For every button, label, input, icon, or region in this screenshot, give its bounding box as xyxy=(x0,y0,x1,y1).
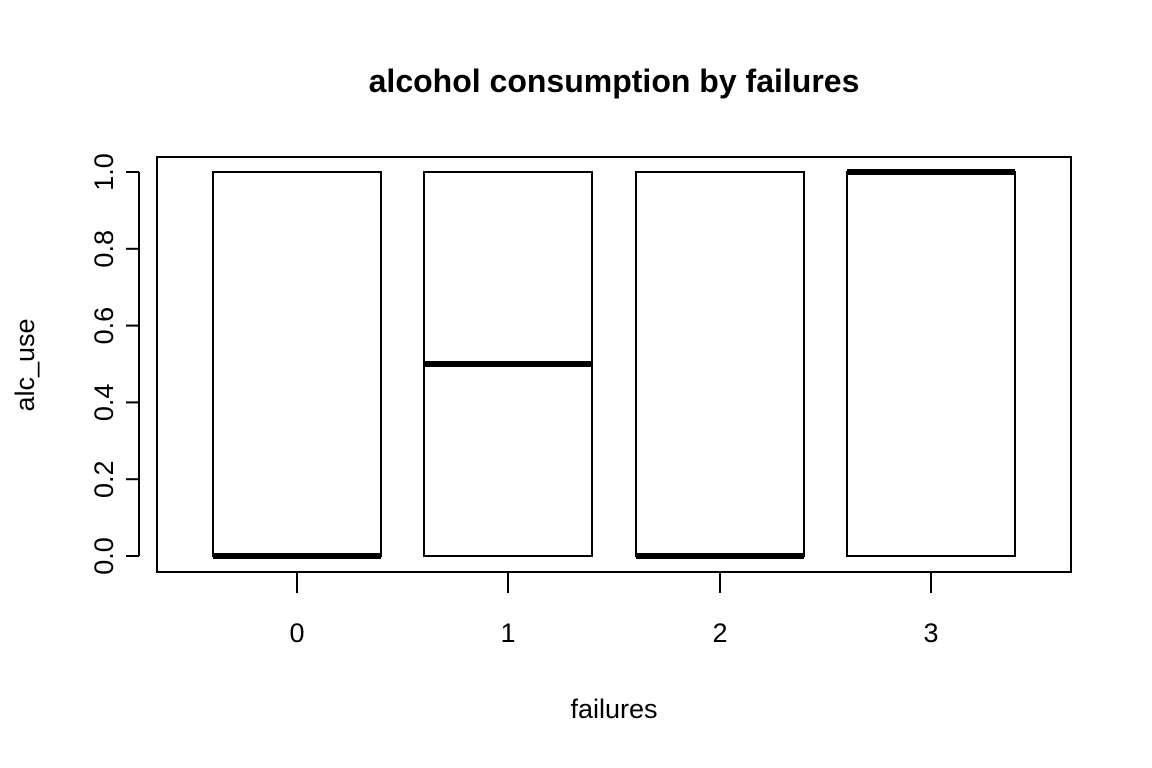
box-0 xyxy=(212,171,382,557)
plot-frame xyxy=(156,156,1072,573)
y-tick-label: 1.0 xyxy=(89,153,119,191)
x-axis-label: failures xyxy=(570,694,657,724)
boxes-layer xyxy=(212,169,1016,559)
y-tick-label: 0.6 xyxy=(89,307,119,345)
x-axis: 0 1 2 3 xyxy=(289,572,939,648)
y-tick-label: 0.2 xyxy=(89,460,119,498)
y-tick-label: 0.0 xyxy=(89,537,119,575)
box-3 xyxy=(846,171,1016,557)
y-axis: 0.0 0.2 0.4 0.6 0.8 1.0 xyxy=(89,153,140,575)
y-axis-label: alc_use xyxy=(10,318,40,411)
chart-title: alcohol consumption by failures xyxy=(369,63,860,99)
x-tick-label: 0 xyxy=(289,618,304,648)
x-tick-label: 3 xyxy=(923,618,938,648)
x-tick-label: 1 xyxy=(500,618,515,648)
y-tick-label: 0.4 xyxy=(89,384,119,422)
y-tick-label: 0.8 xyxy=(89,230,119,268)
box-2 xyxy=(635,171,805,557)
x-tick-label: 2 xyxy=(712,618,727,648)
